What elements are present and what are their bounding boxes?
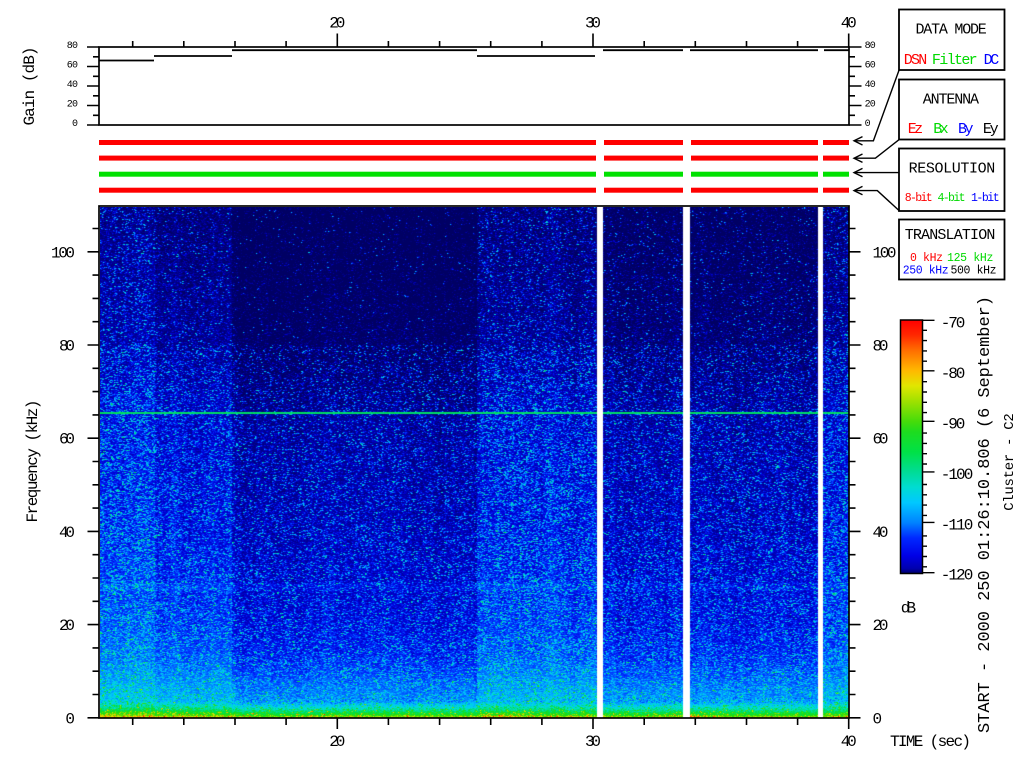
svg-text:-80: -80	[941, 365, 966, 383]
svg-text:TIME (sec): TIME (sec)	[890, 733, 971, 751]
svg-text:250 kHz: 250 kHz	[903, 265, 949, 278]
svg-text:8-bit: 8-bit	[905, 192, 933, 205]
svg-text:80: 80	[59, 338, 75, 356]
svg-text:Ey: Ey	[983, 121, 999, 138]
svg-text:40: 40	[841, 15, 857, 33]
svg-text:100: 100	[873, 244, 897, 262]
svg-text:START - 2000 250 01:26:10.806: START - 2000 250 01:26:10.806 (6 Septemb…	[976, 296, 995, 733]
svg-text:20: 20	[865, 100, 876, 111]
svg-text:0 kHz: 0 kHz	[910, 252, 943, 265]
svg-text:-110: -110	[941, 516, 974, 534]
svg-text:-90: -90	[941, 415, 966, 433]
svg-text:Cluster - C2: Cluster - C2	[1002, 413, 1018, 511]
svg-text:20: 20	[329, 15, 345, 33]
svg-text:40: 40	[873, 524, 889, 542]
svg-text:Ez: Ez	[908, 121, 924, 138]
svg-text:30: 30	[585, 15, 601, 33]
svg-text:80: 80	[873, 338, 889, 356]
svg-text:40: 40	[67, 80, 78, 91]
svg-text:500 kHz: 500 kHz	[951, 265, 997, 278]
svg-text:0: 0	[65, 710, 75, 728]
svg-text:100: 100	[51, 244, 75, 262]
svg-text:40: 40	[59, 524, 75, 542]
svg-text:60: 60	[865, 61, 876, 72]
svg-text:20: 20	[873, 617, 889, 635]
svg-text:1-bit: 1-bit	[971, 192, 1000, 205]
svg-text:ANTENNA: ANTENNA	[923, 91, 979, 108]
svg-text:-70: -70	[941, 314, 966, 332]
svg-text:4-bit: 4-bit	[938, 192, 966, 205]
svg-text:125 kHz: 125 kHz	[947, 252, 993, 265]
svg-text:DATA MODE: DATA MODE	[916, 21, 987, 38]
svg-text:40: 40	[841, 733, 857, 751]
svg-text:20: 20	[329, 733, 345, 751]
svg-text:60: 60	[59, 431, 75, 449]
svg-text:30: 30	[585, 733, 601, 751]
svg-text:Filter: Filter	[932, 52, 978, 69]
svg-text:40: 40	[865, 80, 876, 91]
svg-text:0: 0	[72, 119, 78, 130]
svg-text:TRANSLATION: TRANSLATION	[905, 227, 996, 244]
svg-text:-100: -100	[941, 466, 974, 484]
svg-text:dB: dB	[901, 600, 916, 618]
svg-text:0: 0	[865, 119, 871, 130]
svg-text:Frequency (kHz): Frequency (kHz)	[24, 400, 42, 523]
svg-text:By: By	[958, 121, 974, 138]
svg-text:DC: DC	[984, 52, 1000, 69]
svg-text:60: 60	[873, 431, 889, 449]
svg-text:80: 80	[865, 41, 876, 52]
svg-text:Gain (dB): Gain (dB)	[21, 47, 39, 126]
svg-text:DSN: DSN	[904, 52, 928, 69]
svg-text:-120: -120	[941, 567, 974, 585]
svg-text:60: 60	[67, 61, 78, 72]
svg-text:80: 80	[67, 41, 78, 52]
svg-text:Bx: Bx	[933, 121, 949, 138]
svg-text:RESOLUTION: RESOLUTION	[909, 161, 996, 178]
svg-text:20: 20	[67, 100, 78, 111]
svg-text:20: 20	[59, 617, 75, 635]
svg-text:0: 0	[873, 710, 883, 728]
